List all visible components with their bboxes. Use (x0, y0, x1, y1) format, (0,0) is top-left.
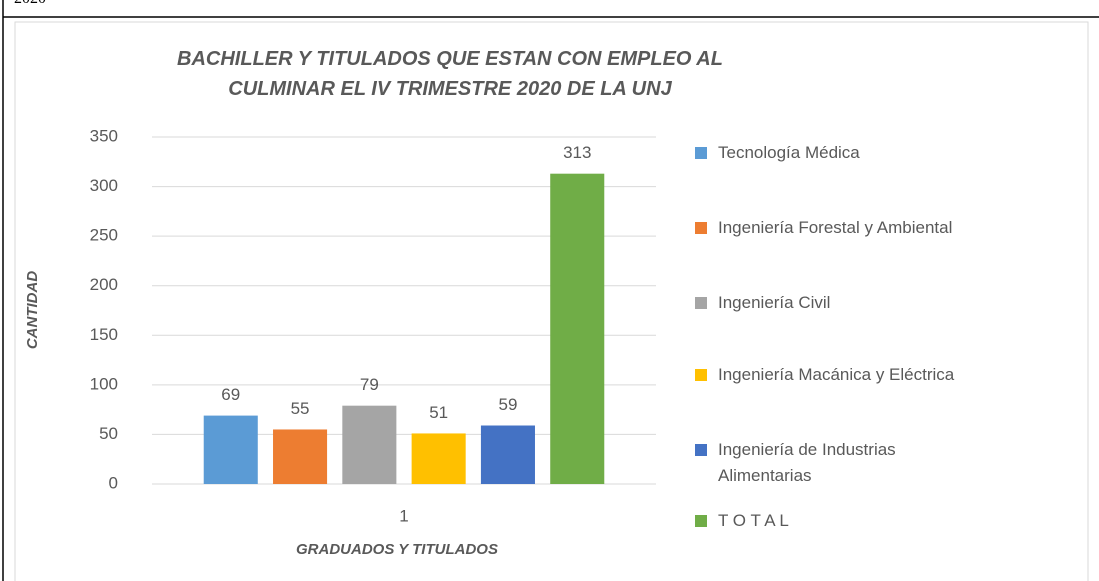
legend-swatch (695, 147, 707, 159)
y-tick-label: 0 (109, 473, 118, 492)
bar (273, 429, 328, 484)
data-label: 59 (498, 395, 517, 414)
x-tick-label: 1 (399, 506, 408, 525)
y-tick-label: 150 (90, 325, 118, 344)
y-tick-label: 100 (90, 374, 118, 393)
legend-swatch (695, 297, 707, 309)
legend-swatch (695, 369, 707, 381)
legend-label: Tecnología Médica (718, 143, 860, 162)
data-label: 313 (563, 143, 591, 162)
data-label: 69 (221, 385, 240, 404)
legend-swatch (695, 222, 707, 234)
y-tick-label: 200 (90, 275, 118, 294)
y-tick-label: 250 (90, 226, 118, 245)
bar (411, 433, 466, 484)
legend-swatch (695, 515, 707, 527)
y-tick-label: 50 (99, 424, 118, 443)
legend-label: Ingeniería Forestal y Ambiental (718, 218, 953, 237)
legend-label: T O T A L (718, 511, 789, 530)
y-tick-label: 300 (90, 176, 118, 195)
chart-title: BACHILLER Y TITULADOS QUE ESTAN CON EMPL… (177, 48, 723, 100)
bar (342, 405, 397, 484)
data-label: 79 (360, 375, 379, 394)
legend-label: Ingeniería Civil (718, 293, 831, 312)
x-axis-label: GRADUADOS Y TITULADOS (296, 541, 498, 558)
bar (550, 173, 605, 484)
year-label: 2020 (14, 0, 46, 8)
legend-label: Ingeniería Macánica y Eléctrica (718, 365, 955, 384)
data-label: 51 (429, 403, 448, 422)
bar (480, 425, 535, 484)
data-label: 55 (291, 399, 310, 418)
y-axis-label: CANTIDAD (24, 271, 41, 349)
legend-label: Ingeniería de Industrias Alimentarias (718, 440, 896, 485)
bar (203, 415, 258, 484)
y-tick-label: 350 (90, 126, 118, 145)
legend-swatch (695, 444, 707, 456)
